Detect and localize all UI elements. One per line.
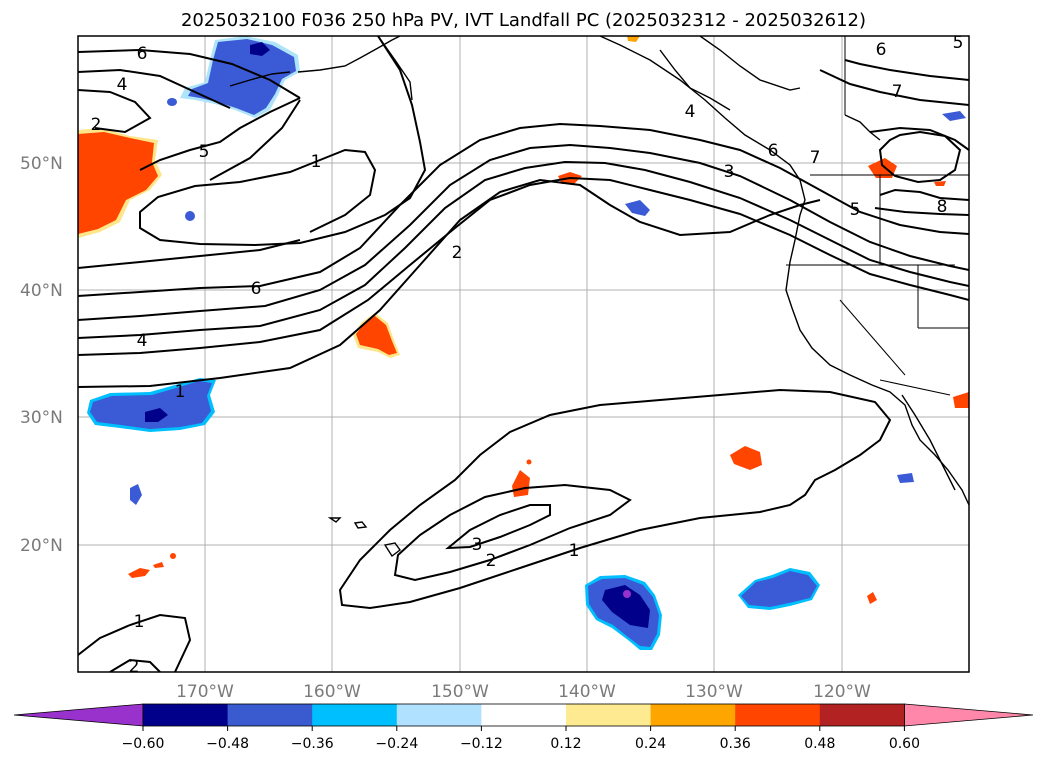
pv-negative-region bbox=[188, 39, 296, 115]
contour-label: 7 bbox=[810, 148, 821, 168]
pv-positive-region bbox=[953, 392, 969, 408]
colorbar-tick-label: 0.36 bbox=[720, 736, 751, 752]
pv-negative-region bbox=[167, 98, 177, 106]
colorbar-tick-label: −0.60 bbox=[122, 736, 165, 752]
colorbar-swatch bbox=[819, 704, 905, 726]
contour-label: 1 bbox=[134, 612, 145, 632]
contour-label: 2 bbox=[452, 243, 463, 263]
contour-label: 7 bbox=[892, 82, 903, 102]
pv-positive-region bbox=[526, 459, 532, 465]
lon-label: 140°W bbox=[558, 682, 616, 702]
colorbar: −0.60 −0.48 −0.36 −0.24 −0.12 0.12 0.24 0.36 0.4… bbox=[13, 703, 1034, 752]
colorbar-swatch bbox=[650, 704, 736, 726]
pv-negative-region bbox=[602, 585, 650, 628]
pv-positive-region bbox=[627, 36, 640, 42]
colorbar-swatch bbox=[227, 704, 313, 726]
lat-label: 20°N bbox=[20, 536, 63, 556]
lon-label: 170°W bbox=[176, 682, 234, 702]
pv-positive-region bbox=[730, 446, 762, 470]
contour-label: 1 bbox=[175, 382, 186, 402]
coastlines bbox=[229, 36, 969, 558]
contour-label: 2 bbox=[91, 115, 102, 135]
pv-negative-region bbox=[623, 590, 631, 598]
contour-label: 1 bbox=[569, 541, 580, 561]
pv-negative-region bbox=[625, 200, 650, 216]
lon-label: 120°W bbox=[813, 682, 871, 702]
colorbar-swatch bbox=[143, 704, 229, 726]
latitude-labels: 50°N 40°N 30°N 20°N bbox=[20, 154, 63, 556]
colorbar-tick-label: 0.60 bbox=[889, 736, 920, 752]
lon-label: 150°W bbox=[431, 682, 489, 702]
colorbar-tick-label: 0.24 bbox=[635, 736, 666, 752]
map-frame bbox=[77, 35, 970, 673]
colorbar-tick-label: −0.12 bbox=[460, 736, 503, 752]
pv-positive-region bbox=[934, 181, 946, 186]
colorbar-extend-max bbox=[904, 703, 1034, 727]
map-title: 2025032100 F036 250 hPa PV, IVT Landfall… bbox=[180, 10, 867, 31]
pv-negative-region bbox=[897, 473, 914, 483]
contour-label: 6 bbox=[876, 40, 887, 60]
colorbar-swatch bbox=[481, 704, 567, 726]
pv-negative-region bbox=[741, 571, 817, 607]
contour-label: 6 bbox=[768, 141, 779, 161]
contour-label: 5 bbox=[199, 142, 210, 162]
lat-label: 40°N bbox=[20, 281, 63, 301]
lon-label: 130°W bbox=[685, 682, 743, 702]
colorbar-swatch bbox=[396, 704, 482, 726]
contour-label: 4 bbox=[117, 75, 128, 95]
pv-positive-region bbox=[128, 568, 150, 578]
colorbar-frame bbox=[142, 703, 905, 727]
pv-negative-region bbox=[942, 111, 966, 121]
political-borders bbox=[786, 36, 969, 396]
pv-negative-region bbox=[185, 211, 195, 221]
longitude-labels: 170°W 160°W 150°W 140°W 130°W 120°W bbox=[176, 682, 871, 702]
colorbar-tick-label: −0.48 bbox=[206, 736, 249, 752]
contour-label: 5 bbox=[850, 200, 861, 220]
lat-label: 50°N bbox=[20, 154, 63, 174]
contour-label: 2 bbox=[486, 551, 497, 571]
contour-label: 1 bbox=[311, 152, 322, 172]
contour-label: 3 bbox=[472, 535, 483, 555]
colorbar-swatch bbox=[566, 704, 652, 726]
contour-label: 6 bbox=[137, 44, 148, 64]
graticule bbox=[78, 36, 969, 672]
pv-negative-region bbox=[130, 484, 142, 505]
pv-positive-region bbox=[867, 592, 877, 604]
colorbar-extend-min bbox=[13, 703, 144, 727]
pv-negative-region bbox=[145, 408, 168, 422]
contour-label: 8 bbox=[937, 197, 948, 217]
pv-positive-region bbox=[868, 158, 897, 178]
pv-positive-region bbox=[356, 316, 397, 355]
pv-fill-regions bbox=[78, 36, 969, 650]
colorbar-tick-label: −0.24 bbox=[375, 736, 418, 752]
colorbar-tick-label: −0.36 bbox=[291, 736, 334, 752]
lon-label: 160°W bbox=[303, 682, 361, 702]
contour-label: 4 bbox=[685, 102, 696, 122]
colorbar-swatch bbox=[312, 704, 398, 726]
colorbar-swatch bbox=[735, 704, 821, 726]
contour-label: 5 bbox=[953, 33, 964, 53]
contour-label: 4 bbox=[137, 331, 148, 351]
colorbar-tick-label: 0.12 bbox=[550, 736, 581, 752]
colorbar-tick-label: 0.48 bbox=[804, 736, 835, 752]
pv-negative-region bbox=[250, 42, 270, 56]
contour-label: 3 bbox=[724, 162, 735, 182]
pv-positive-region bbox=[153, 562, 164, 568]
pv-positive-region bbox=[170, 553, 176, 559]
contour-label: 2 bbox=[129, 657, 140, 677]
pv-positive-region bbox=[78, 132, 158, 234]
lat-label: 30°N bbox=[20, 408, 63, 428]
contour-label: 6 bbox=[251, 279, 262, 299]
map-panel bbox=[78, 36, 969, 672]
pv-negative-region bbox=[90, 381, 212, 429]
ivt-contours bbox=[78, 36, 969, 672]
